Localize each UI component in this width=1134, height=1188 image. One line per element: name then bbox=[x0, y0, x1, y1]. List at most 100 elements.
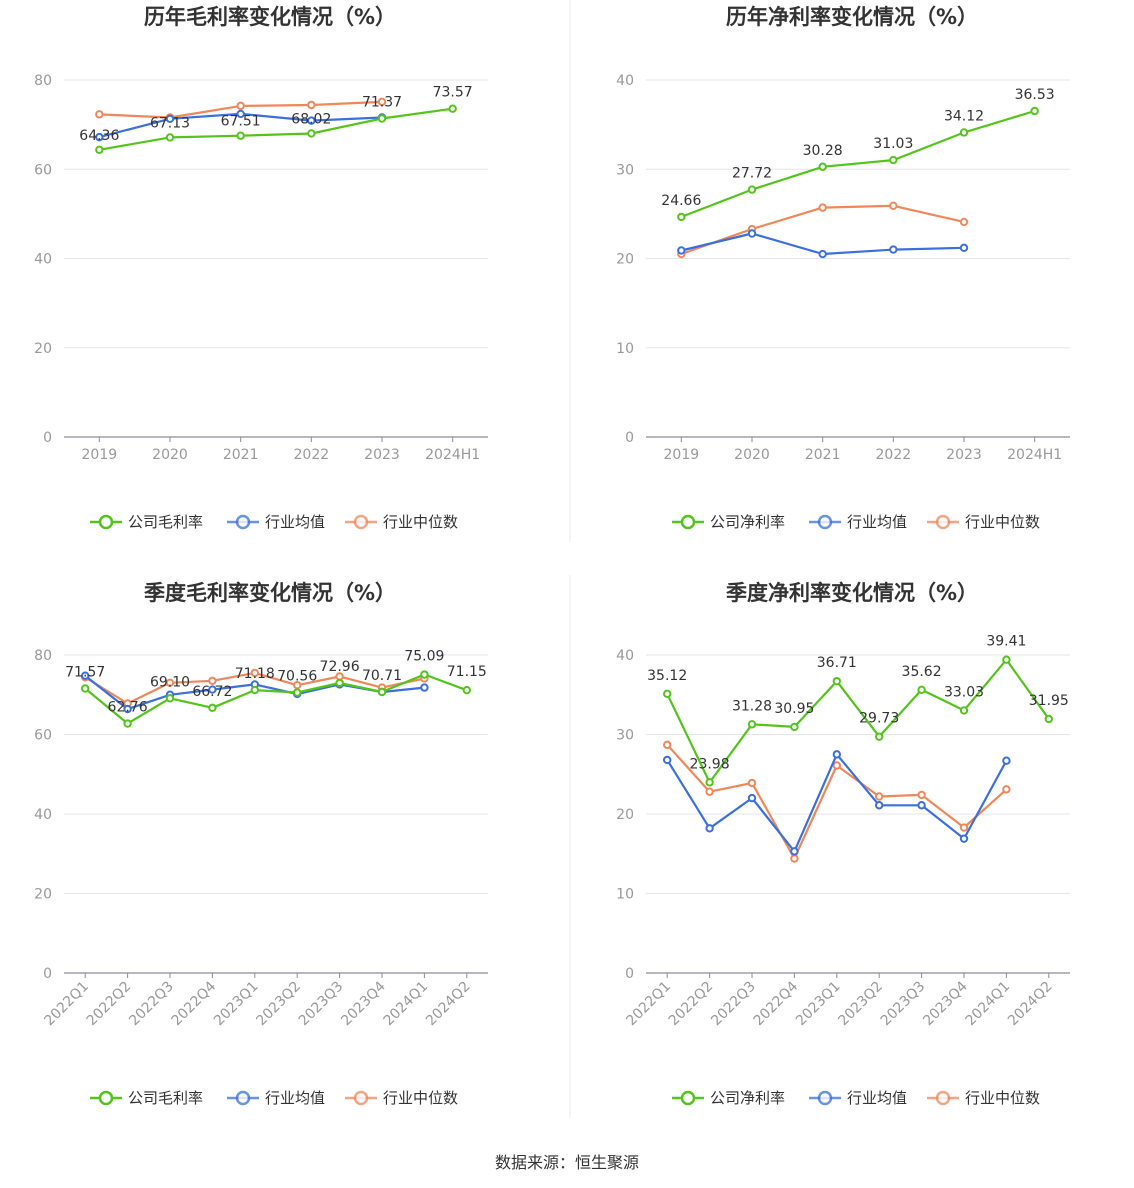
company-series-point bbox=[165, 133, 175, 142]
data-label: 34.12 bbox=[944, 108, 984, 124]
industry-avg-series-point bbox=[1002, 756, 1011, 765]
industry-avg-series-point bbox=[959, 243, 969, 252]
data-label: 66.72 bbox=[192, 684, 232, 700]
x-tick-label: 2021 bbox=[805, 447, 841, 463]
chart-title: 季度净利率变化情况（%） bbox=[726, 581, 978, 605]
industry-median-series-point bbox=[818, 203, 827, 212]
legend-swatch-marker bbox=[235, 1090, 251, 1106]
data-label: 30.28 bbox=[803, 143, 843, 159]
x-tick-label: 2022 bbox=[876, 447, 912, 463]
company-series-point bbox=[81, 684, 90, 693]
x-tick-label: 2019 bbox=[664, 447, 700, 463]
y-tick-label: 80 bbox=[34, 73, 52, 89]
x-tick-label: 2022Q1 bbox=[623, 979, 674, 1030]
industry-avg-series-point bbox=[917, 801, 926, 810]
legend-swatch-marker bbox=[353, 1090, 369, 1106]
y-tick-label: 0 bbox=[625, 966, 634, 982]
industry-avg-series-point bbox=[81, 671, 90, 680]
industry-median-series-point bbox=[236, 101, 245, 111]
legend-label: 公司毛利率 bbox=[128, 513, 203, 531]
x-tick-label: 2022Q2 bbox=[666, 979, 717, 1030]
industry-median-series-point bbox=[875, 792, 884, 801]
industry-median-series-point bbox=[377, 97, 387, 107]
data-label: 71.15 bbox=[447, 664, 487, 680]
industry-avg-series-point bbox=[123, 704, 132, 714]
industry-avg-series-point bbox=[818, 249, 827, 259]
industry-median-series-point bbox=[1002, 785, 1011, 794]
data-label: 67.13 bbox=[150, 115, 190, 131]
x-tick-label: 2022Q1 bbox=[41, 979, 92, 1030]
y-tick-label: 10 bbox=[616, 887, 634, 903]
company-series-point bbox=[663, 689, 672, 698]
company-series-point bbox=[1030, 106, 1039, 116]
x-tick-label: 2022Q4 bbox=[169, 978, 220, 1029]
legend-swatch-marker bbox=[817, 1090, 833, 1106]
x-tick-label: 2022 bbox=[294, 447, 330, 463]
data-label: 62.76 bbox=[108, 700, 148, 716]
data-label: 64.36 bbox=[79, 128, 119, 144]
x-tick-label: 2020 bbox=[152, 447, 188, 463]
data-source-note: 数据来源：恒生聚源 bbox=[495, 1153, 639, 1172]
industry-avg-series-point bbox=[959, 834, 969, 843]
x-tick-label: 2022Q2 bbox=[84, 979, 135, 1030]
annual-gross-margin-chart: 历年毛利率变化情况（%） 0 20 40 60 80 2019 2020 2021 2022 202… bbox=[34, 5, 488, 531]
industry-median-series-line bbox=[680, 204, 965, 256]
data-label: 71.37 bbox=[362, 95, 402, 111]
industry-avg-series-point bbox=[790, 847, 799, 856]
data-label: 36.71 bbox=[817, 655, 857, 671]
legend-swatch-marker bbox=[935, 1090, 951, 1106]
data-label: 35.62 bbox=[902, 664, 942, 680]
data-label: 23.98 bbox=[690, 756, 730, 772]
data-label: 29.73 bbox=[859, 711, 899, 727]
y-tick-label: 40 bbox=[616, 73, 634, 89]
industry-avg-series-point bbox=[236, 109, 245, 119]
x-tick-label: 2023Q2 bbox=[835, 979, 886, 1030]
company-series-point bbox=[293, 688, 302, 697]
y-tick-label: 20 bbox=[34, 887, 52, 903]
industry-avg-series-point bbox=[165, 114, 175, 124]
industry-avg-series-point bbox=[95, 132, 104, 142]
company-series-point bbox=[889, 155, 898, 165]
company-series-point bbox=[250, 685, 260, 695]
company-series-point bbox=[747, 185, 757, 194]
company-series-point bbox=[377, 687, 387, 697]
x-tick-label: 2023Q4 bbox=[338, 978, 389, 1029]
industry-avg-series-point bbox=[747, 229, 757, 238]
y-tick-label: 40 bbox=[34, 807, 52, 823]
company-series-point bbox=[95, 145, 104, 154]
data-label: 72.96 bbox=[320, 659, 360, 675]
industry-avg-series-point bbox=[889, 245, 898, 254]
legend-label: 公司净利率 bbox=[710, 1089, 785, 1107]
company-series-point bbox=[832, 676, 841, 686]
data-label: 39.41 bbox=[986, 634, 1026, 650]
x-tick-label: 2023Q3 bbox=[296, 979, 347, 1030]
industry-median-series-point bbox=[832, 761, 841, 770]
y-tick-label: 20 bbox=[616, 252, 634, 268]
industry-median-series-point bbox=[307, 100, 316, 110]
data-label: 30.95 bbox=[774, 701, 814, 717]
x-tick-label: 2021 bbox=[223, 447, 259, 463]
legend-swatch-marker bbox=[680, 1090, 696, 1106]
legend-label: 行业中位数 bbox=[965, 1089, 1040, 1107]
legend-label: 公司毛利率 bbox=[128, 1089, 203, 1107]
legend-label: 行业中位数 bbox=[383, 1089, 458, 1107]
industry-median-series-point bbox=[663, 740, 672, 750]
industry-avg-series-point bbox=[875, 801, 884, 810]
data-label: 68.02 bbox=[291, 111, 331, 127]
industry-median-series-point bbox=[747, 778, 757, 788]
legend-label: 公司净利率 bbox=[710, 513, 785, 531]
x-tick-label: 2019 bbox=[82, 447, 118, 463]
legend-label: 行业均值 bbox=[265, 1089, 325, 1107]
company-series-point bbox=[875, 732, 884, 741]
y-tick-label: 30 bbox=[616, 728, 634, 744]
x-tick-label: 2023 bbox=[364, 447, 400, 463]
data-label: 35.12 bbox=[647, 668, 687, 684]
legend-label: 行业均值 bbox=[847, 513, 907, 531]
industry-avg-series-point bbox=[420, 683, 429, 692]
x-tick-label: 2022Q3 bbox=[708, 979, 759, 1030]
company-series-point bbox=[959, 706, 969, 715]
company-series-point bbox=[307, 129, 316, 138]
chart-title: 历年净利率变化情况（%） bbox=[726, 5, 978, 29]
x-tick-label: 2023 bbox=[946, 447, 982, 463]
